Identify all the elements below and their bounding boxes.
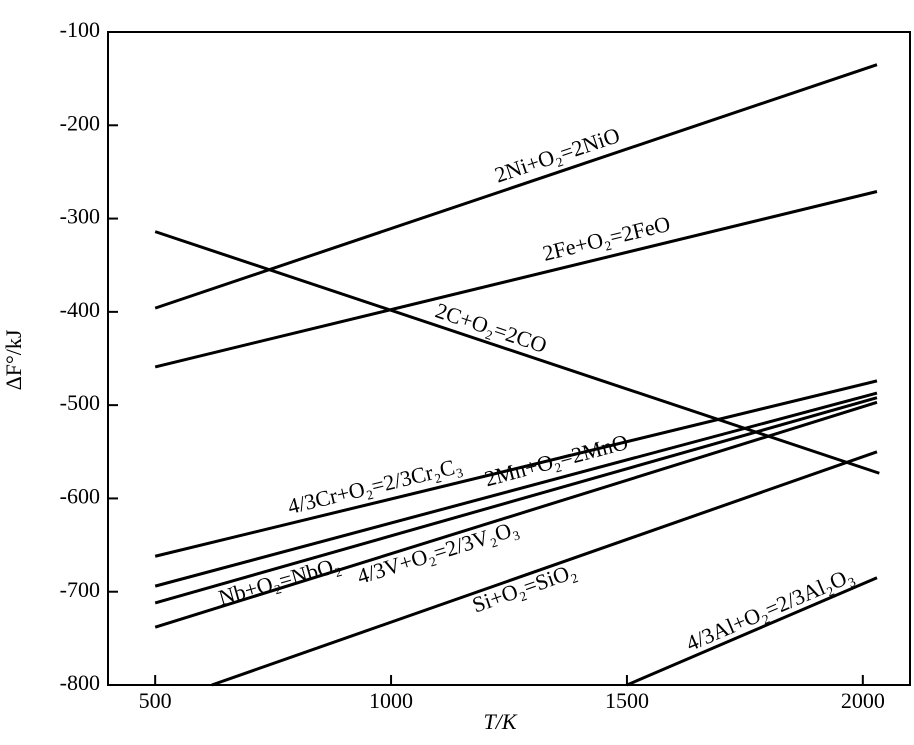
curve [154,400,878,629]
y-tick-label: -600 [60,483,100,508]
curve [154,230,880,475]
curve [154,391,878,588]
curve-label: 2Mn+O₂=2MnO [482,429,631,491]
curve-label: 4/3Al+O₂=2/3Al₂O₃ [682,562,857,656]
x-tick-label: 1500 [605,688,649,713]
plot-frame [107,31,911,686]
curve [626,576,878,687]
x-axis-label: T/K [483,709,517,734]
x-tick-label: 2000 [841,688,885,713]
curve-label: 2C+O₂=2CO [432,298,550,358]
curve [211,450,878,687]
x-tick-label: 500 [139,688,172,713]
curve-label: Si+O₂=SiO₂ [469,558,580,618]
curve-label: 2Ni+O₂=2NiO [491,122,622,187]
x-tick-label: 1000 [369,688,413,713]
y-tick-label: -500 [60,390,100,415]
y-tick-label: -800 [60,670,100,695]
curve [154,190,878,369]
y-axis-label: ΔF°/kJ [1,329,26,390]
y-tick-label: -700 [60,577,100,602]
curve [154,396,878,605]
y-tick-label: -200 [60,110,100,135]
y-tick-label: -300 [60,204,100,229]
y-tick-label: -400 [60,297,100,322]
curve [154,63,878,310]
y-tick-label: -100 [60,17,100,42]
curve [154,379,878,558]
